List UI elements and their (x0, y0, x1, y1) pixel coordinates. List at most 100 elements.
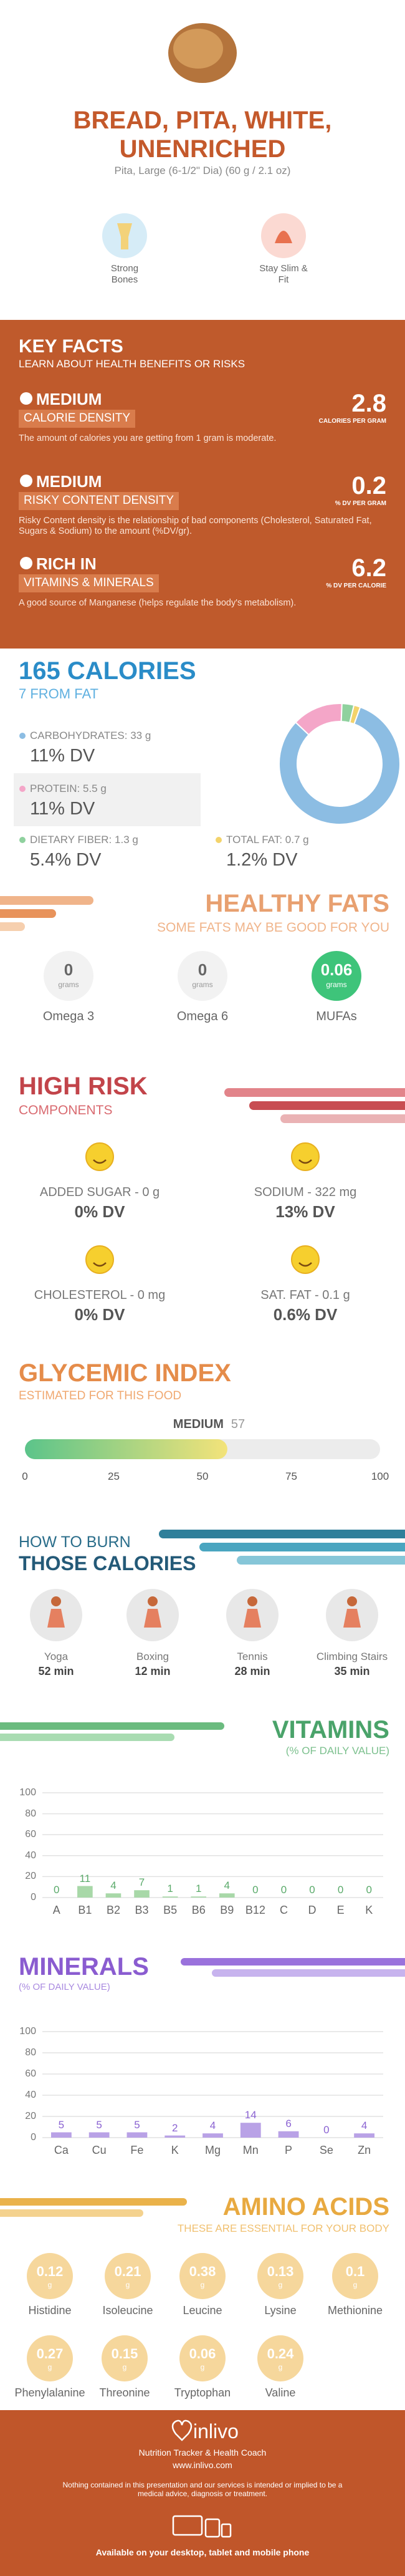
fat-value: 0 (64, 960, 74, 979)
risk-face (85, 1142, 114, 1171)
activity-figure (244, 1609, 261, 1628)
value-label: 7 (138, 1876, 145, 1889)
risk-face (291, 1245, 320, 1274)
bar (202, 2133, 223, 2138)
value-label: 4 (224, 1879, 231, 1892)
section-subtitle: COMPONENTS (19, 1103, 113, 1117)
value-label: 2 (171, 2121, 178, 2134)
amino-circle (257, 2253, 303, 2299)
activity-name: Boxing (136, 1651, 169, 1662)
amino-unit: g (278, 2363, 283, 2371)
fact-level: RICH IN (36, 554, 97, 573)
activity-figure (51, 1596, 61, 1606)
chart-title: VITAMINS (272, 1716, 389, 1744)
amino-unit: g (122, 2363, 127, 2371)
section-title: HEALTHY FATS (205, 890, 389, 917)
x-tick-label: B3 (135, 1904, 149, 1916)
y-tick-label: 80 (25, 2047, 36, 2058)
fat-circle (312, 951, 361, 1001)
bar (164, 2135, 186, 2138)
amino-value: 0.24 (267, 2346, 294, 2361)
risk-smile (93, 1262, 107, 1267)
fact-icon (20, 392, 32, 405)
x-tick-label: B5 (163, 1904, 178, 1916)
decor (0, 896, 93, 905)
fact-description: The amount of calories you are getting f… (19, 433, 277, 443)
x-tick-label: B2 (106, 1904, 120, 1916)
amino-name: Methionine (327, 2304, 383, 2317)
section-title: HOW TO BURN (19, 1533, 131, 1551)
amino-circle (27, 2253, 73, 2299)
decor (237, 1556, 405, 1565)
amino-value: 0.21 (114, 2264, 141, 2279)
x-tick-label: B9 (220, 1904, 234, 1916)
activity-figure (47, 1609, 65, 1628)
chart-subtitle: (% OF DAILY VALUE) (19, 1982, 110, 1992)
nutrient-label: PROTEIN: 5.5 g (30, 783, 107, 794)
x-tick-label: D (308, 1904, 317, 1916)
value-label: 5 (58, 2118, 65, 2131)
y-tick-label: 0 (31, 1892, 36, 1903)
fact-value: 6.2 (351, 554, 386, 582)
amino-name: Valine (265, 2386, 296, 2399)
bar (134, 1890, 150, 1898)
slim-icon (275, 231, 292, 243)
activity-time: 12 min (135, 1665, 171, 1677)
activity-figure (343, 1609, 361, 1628)
benefit-label: Stay Slim & Fit (259, 263, 308, 285)
bar (354, 2133, 375, 2138)
bar (240, 2123, 261, 2138)
y-tick-label: 20 (25, 2111, 36, 2121)
legend-dot (19, 733, 26, 739)
x-tick-label: Ca (54, 2144, 69, 2156)
decor (0, 2209, 143, 2217)
amino-name: Threonine (99, 2386, 150, 2399)
amino-unit: g (278, 2280, 283, 2289)
fat-name: MUFAs (316, 1010, 357, 1023)
section-subtitle: LEARN ABOUT HEALTH BENEFITS OR RISKS (19, 358, 245, 370)
activity-time: 35 min (334, 1665, 370, 1677)
amino-name: Tryptophan (174, 2386, 231, 2399)
fat-unit: grams (58, 980, 79, 989)
footer-disclaimer: Nothing contained in this presentation a… (62, 2481, 343, 2499)
value-label: 5 (134, 2118, 140, 2131)
risk-name: ADDED SUGAR - 0 g (39, 1185, 160, 1199)
fact-name: VITAMINS & MINERALS (19, 574, 159, 592)
activity-time: 52 min (38, 1665, 74, 1677)
x-tick-label: Mn (242, 2144, 259, 2156)
legend-dot (216, 837, 222, 843)
glycemic-bar (25, 1439, 227, 1459)
nutrient-dv: 11% DV (30, 799, 95, 819)
decor (280, 1114, 405, 1123)
decor (159, 1530, 405, 1538)
x-tick-label: A (52, 1904, 60, 1916)
footer-url: www.inlivo.com (173, 2460, 232, 2470)
footer-brand: inlivo (193, 2420, 239, 2443)
amino-name: Phenylalanine (14, 2386, 85, 2399)
device-icon (172, 2515, 203, 2536)
food-image-highlight (173, 29, 223, 69)
amino-unit: g (125, 2280, 130, 2289)
value-label: 0 (323, 2124, 330, 2136)
y-tick-label: 60 (25, 1829, 36, 1840)
section-title: KEY FACTS (19, 336, 123, 357)
amino-value: 0.13 (267, 2264, 294, 2279)
amino-value: 0.12 (36, 2264, 64, 2279)
bar (219, 1893, 235, 1898)
decor (0, 1734, 174, 1741)
fact-name: RISKY CONTENT DENSITY (19, 492, 179, 510)
footer-availability: Available on your desktop, tablet and mo… (95, 2547, 310, 2557)
section-subtitle: SOME FATS MAY BE GOOD FOR YOU (156, 920, 389, 935)
bone-icon (117, 223, 132, 249)
amino-unit: g (353, 2280, 358, 2289)
amino-name: Isoleucine (102, 2304, 153, 2317)
amino-value: 0.15 (111, 2346, 138, 2361)
section-subtitle: 7 FROM FAT (19, 686, 98, 702)
activity-name: Tennis (237, 1651, 268, 1662)
value-label: 6 (285, 2117, 292, 2130)
amino-circle (179, 2335, 226, 2381)
fat-circle (44, 951, 93, 1001)
decor (0, 1722, 224, 1730)
y-tick-label: 80 (25, 1808, 36, 1819)
